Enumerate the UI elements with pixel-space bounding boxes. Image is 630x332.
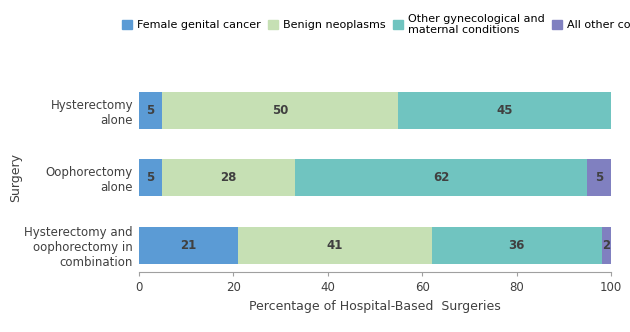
Bar (139, 159, 163, 196)
Text: 45: 45 (496, 104, 513, 117)
Bar (163, 92, 399, 129)
Text: 5: 5 (146, 171, 154, 184)
Bar (602, 226, 611, 264)
Bar (238, 226, 432, 264)
Text: 21: 21 (180, 239, 197, 252)
Bar (139, 226, 238, 264)
Text: 5: 5 (146, 104, 154, 117)
Bar (432, 226, 602, 264)
Text: 28: 28 (220, 171, 236, 184)
Y-axis label: Surgery: Surgery (9, 153, 21, 202)
Bar (587, 159, 611, 196)
Bar (399, 92, 611, 129)
Bar (163, 159, 294, 196)
Text: 36: 36 (508, 239, 525, 252)
Text: 2: 2 (602, 239, 610, 252)
Text: 50: 50 (272, 104, 289, 117)
Legend: Female genital cancer, Benign neoplasms, Other gynecological and
maternal condit: Female genital cancer, Benign neoplasms,… (118, 9, 630, 40)
Text: 41: 41 (326, 239, 343, 252)
Bar (294, 159, 587, 196)
X-axis label: Percentage of Hospital-Based  Surgeries: Percentage of Hospital-Based Surgeries (249, 300, 501, 313)
Text: 62: 62 (433, 171, 449, 184)
Bar (139, 92, 163, 129)
Text: 5: 5 (595, 171, 604, 184)
